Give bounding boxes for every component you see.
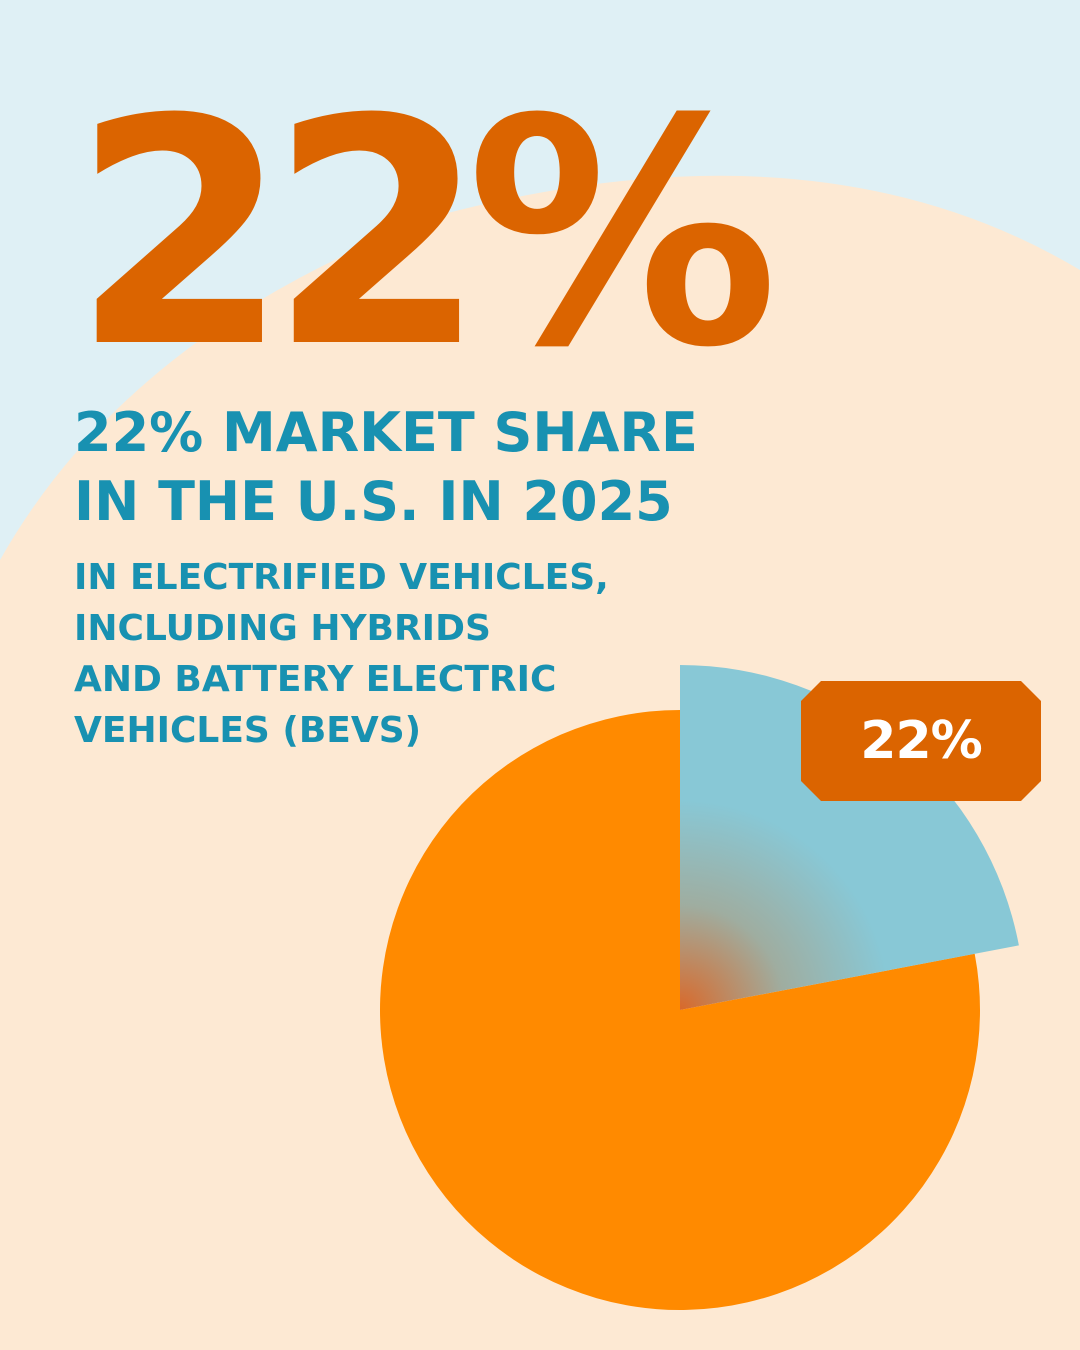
subtitle: 22% MARKET SHARE IN THE U.S. IN 2025 [74,398,714,536]
subtitle-line-1: 22% MARKET SHARE [74,401,698,464]
pie-slice-highlight [680,665,1019,1010]
data-label-value: 22% [860,711,982,771]
description-line-4: VEHICLES (BEVS) [74,710,422,751]
headline-percentage: 22% [72,52,779,416]
subtitle-line-2: IN THE U.S. IN 2025 [74,470,673,533]
description-line-1: IN ELECTRIFIED VEHICLES, [74,557,609,598]
description-line-3: AND BATTERY ELECTRIC [74,659,557,700]
description: IN ELECTRIFIED VEHICLES, INCLUDING HYBRI… [74,552,634,756]
description-line-2: INCLUDING HYBRIDS [74,608,491,649]
data-label-badge: 22% [801,681,1041,801]
